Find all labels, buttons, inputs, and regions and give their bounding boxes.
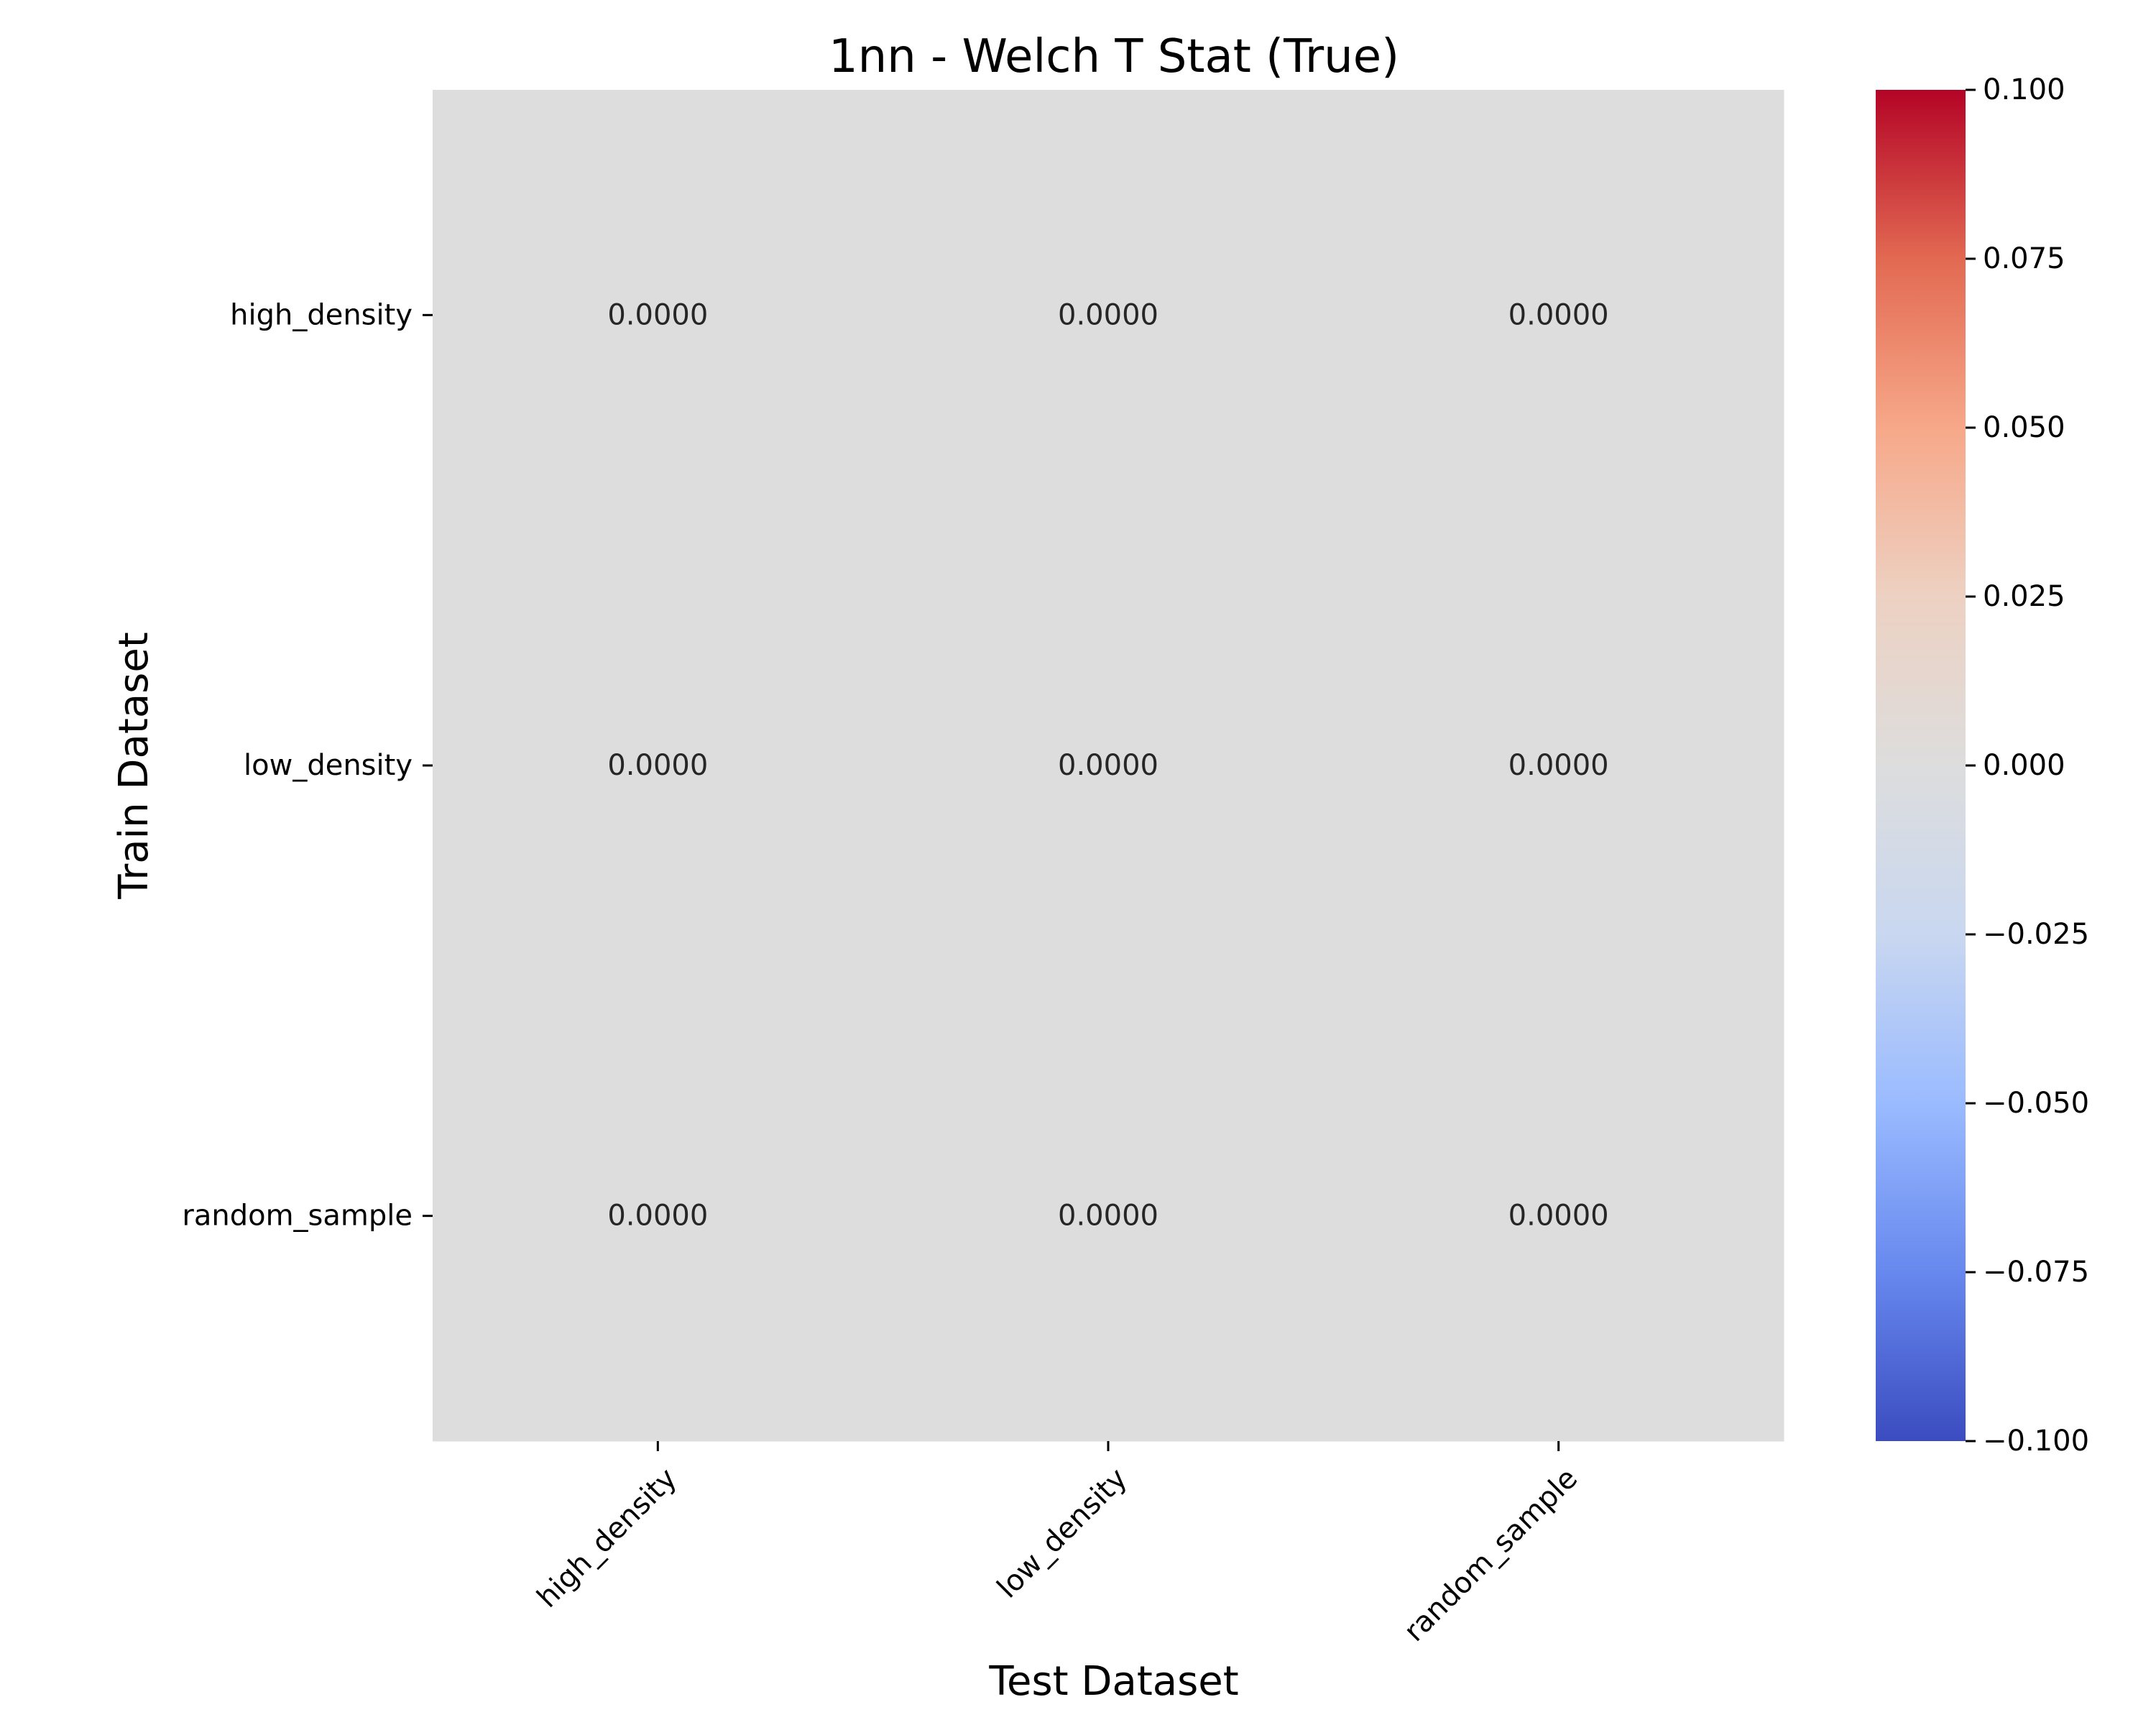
cell-value-label: 0.0000 [607, 1200, 708, 1233]
colorbar-ticks: 0.100 0.075 0.050 0.025 0.000 −0.025 −0.050 −0.… [1966, 73, 2089, 1458]
heatmap-cell [1333, 990, 1784, 1442]
x-tick-label: random_sample [1398, 1462, 1584, 1648]
heatmap-cell [883, 90, 1334, 541]
cell-value-label: 0.0000 [1508, 749, 1609, 782]
cell-value-label: 0.0000 [1508, 298, 1609, 331]
cell-value-label: 0.0000 [607, 749, 708, 782]
colorbar-tick-label: −0.075 [1983, 1256, 2089, 1289]
heatmap-cell [1333, 540, 1784, 991]
colorbar [1876, 90, 1966, 1441]
heatmap-cell [433, 540, 884, 991]
cell-value-label: 0.0000 [607, 298, 708, 331]
colorbar-tick-label: 0.075 [1983, 242, 2065, 275]
heatmap-cell [433, 90, 884, 541]
heatmap-cell [883, 990, 1334, 1442]
colorbar-tick-label: 0.025 [1983, 580, 2065, 613]
y-axis-ticks: high_density low_density random_sample [182, 298, 433, 1233]
cell-value-label: 0.0000 [1058, 298, 1158, 331]
colorbar-tick-label: −0.050 [1983, 1087, 2089, 1120]
heatmap-cell [1333, 90, 1784, 541]
heatmap-cell [433, 990, 884, 1442]
colorbar-tick-label: −0.025 [1983, 918, 2089, 951]
heatmap-cells [433, 90, 1784, 1442]
y-tick-label: low_density [244, 749, 413, 782]
x-tick-label: low_density [991, 1462, 1134, 1605]
chart-title: 1nn - Welch T Stat (True) [829, 30, 1399, 83]
x-tick-label: high_density [531, 1462, 683, 1614]
cell-value-labels: 0.0000 0.0000 0.0000 0.0000 0.0000 0.0000 0.00… [607, 298, 1608, 1232]
y-axis-title: Train Dataset [111, 632, 157, 899]
cell-value-label: 0.0000 [1508, 1200, 1609, 1233]
y-tick-label: random_sample [182, 1200, 413, 1233]
heatmap-cell [883, 540, 1334, 991]
colorbar-tick-label: −0.100 [1983, 1425, 2089, 1458]
x-axis-ticks: high_density low_density random_sample [531, 1441, 1584, 1648]
colorbar-tick-label: 0.100 [1983, 73, 2065, 106]
cell-value-label: 0.0000 [1058, 749, 1158, 782]
cell-value-label: 0.0000 [1058, 1200, 1158, 1233]
y-tick-label: high_density [230, 298, 413, 331]
colorbar-tick-label: 0.050 [1983, 411, 2065, 444]
x-axis-title: Test Dataset [988, 1658, 1238, 1705]
colorbar-tick-label: 0.000 [1983, 749, 2065, 782]
